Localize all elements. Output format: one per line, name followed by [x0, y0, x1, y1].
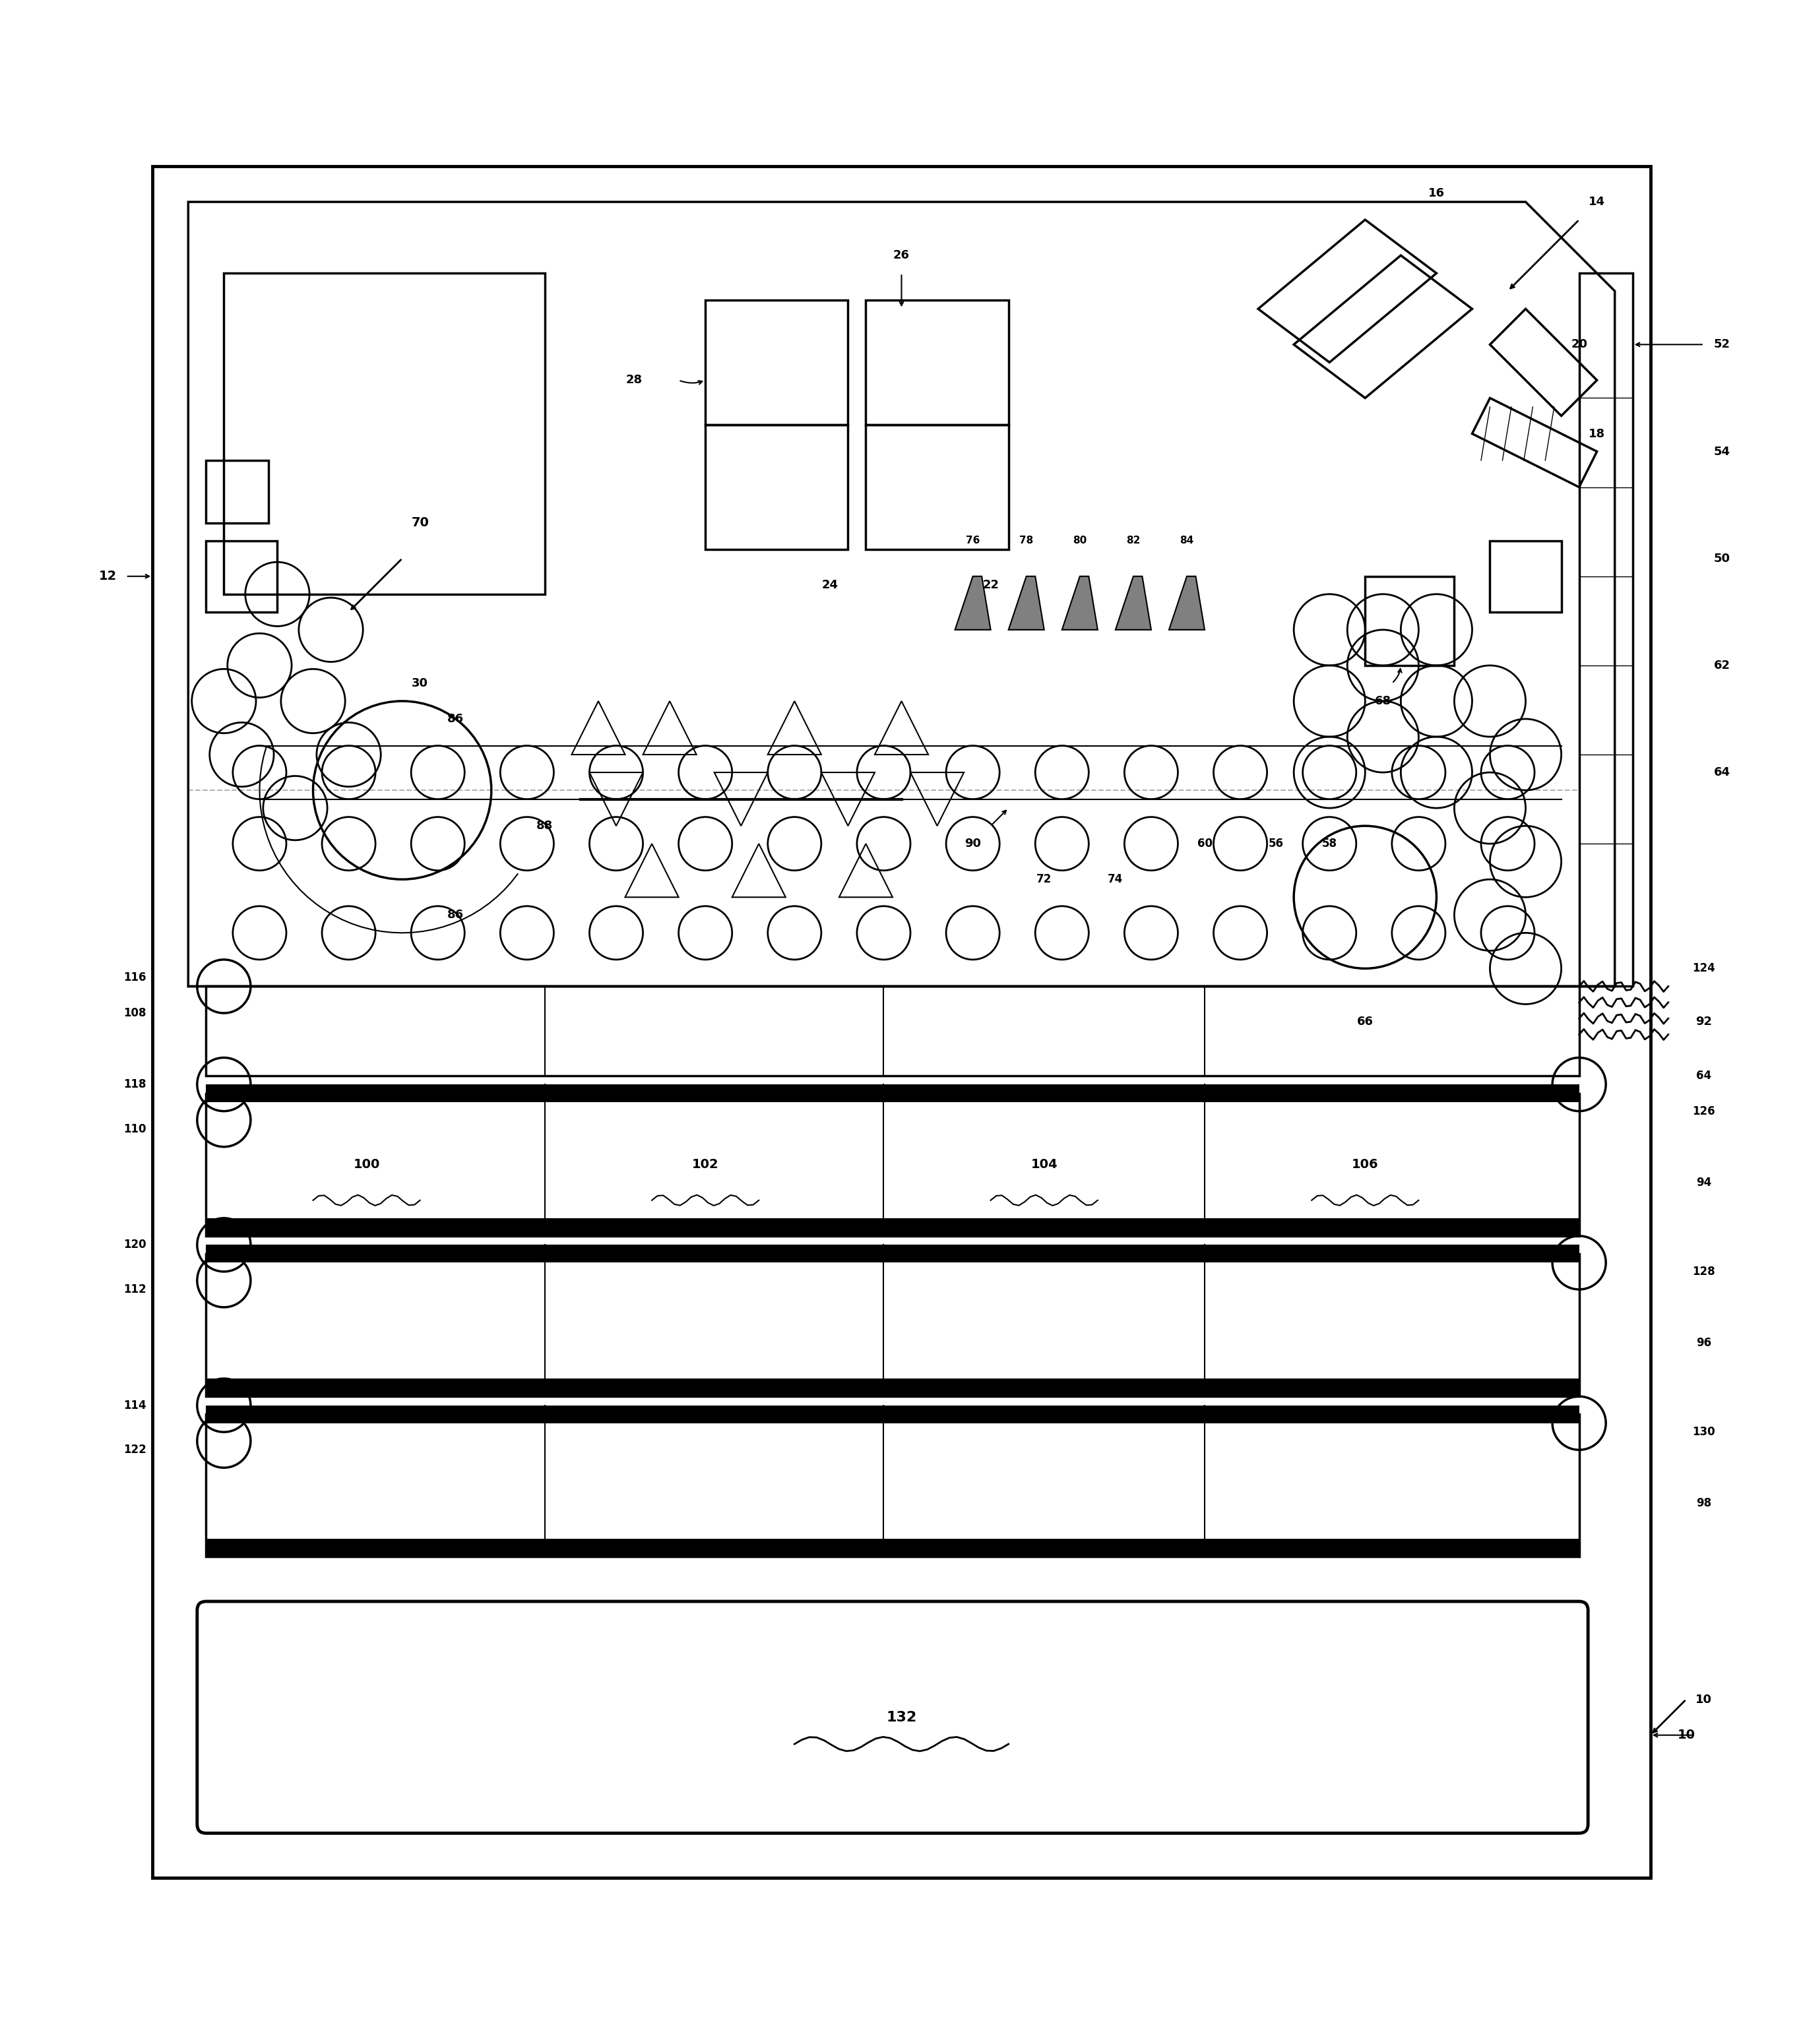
Text: 68: 68 [1374, 695, 1392, 707]
Bar [224, 274, 545, 595]
Text: 98: 98 [1697, 1498, 1711, 1508]
Bar [1579, 274, 1632, 987]
Text: 14: 14 [1588, 196, 1605, 208]
Text: 70: 70 [411, 517, 429, 529]
Text: 126: 126 [1693, 1106, 1715, 1118]
Bar [1365, 576, 1455, 666]
Text: 26: 26 [892, 249, 911, 262]
Text: 108: 108 [123, 1008, 146, 1020]
Text: 120: 120 [123, 1239, 146, 1251]
Text: 22: 22 [983, 578, 999, 591]
Text: 54: 54 [1713, 446, 1731, 458]
Text: 64: 64 [1713, 766, 1731, 779]
Bar [865, 425, 1008, 550]
Text: 10: 10 [1677, 1729, 1695, 1741]
Text: 20: 20 [1570, 339, 1587, 350]
Bar [1489, 542, 1561, 611]
Text: 72: 72 [1037, 873, 1051, 885]
Text: 130: 130 [1693, 1427, 1715, 1439]
Text: 78: 78 [1019, 536, 1033, 546]
Bar [206, 1253, 1579, 1396]
Text: 110: 110 [123, 1122, 146, 1134]
Text: 16: 16 [1428, 188, 1444, 198]
Text: 90: 90 [965, 838, 981, 850]
Text: 86: 86 [447, 713, 463, 726]
Bar [206, 1245, 1579, 1263]
Text: 56: 56 [1268, 838, 1284, 850]
Text: 62: 62 [1713, 660, 1731, 670]
Text: 86: 86 [447, 910, 463, 922]
Bar [206, 987, 1579, 1075]
Text: 64: 64 [1697, 1069, 1711, 1081]
Text: 58: 58 [1322, 838, 1338, 850]
Bar [206, 460, 269, 523]
Text: 28: 28 [626, 374, 642, 386]
Text: 132: 132 [887, 1711, 916, 1723]
Text: 104: 104 [1031, 1159, 1058, 1171]
Text: 80: 80 [1073, 536, 1087, 546]
Polygon shape [1116, 576, 1150, 630]
Polygon shape [1062, 576, 1098, 630]
Text: 94: 94 [1697, 1177, 1711, 1188]
Polygon shape [1168, 576, 1204, 630]
Text: 118: 118 [123, 1079, 146, 1089]
Bar [206, 542, 278, 611]
Text: 76: 76 [966, 536, 979, 546]
Text: 114: 114 [123, 1400, 146, 1410]
Text: 92: 92 [1695, 1016, 1713, 1028]
Text: 122: 122 [123, 1443, 146, 1455]
Text: 82: 82 [1127, 536, 1139, 546]
Text: 66: 66 [1358, 1016, 1374, 1028]
Text: 102: 102 [692, 1159, 719, 1171]
Text: 50: 50 [1713, 552, 1731, 564]
Text: 74: 74 [1107, 873, 1123, 885]
Text: 124: 124 [1693, 963, 1715, 975]
Text: 112: 112 [123, 1284, 146, 1296]
Text: 12: 12 [99, 570, 117, 583]
Bar [206, 1094, 1579, 1237]
Text: 100: 100 [353, 1159, 380, 1171]
Text: 10: 10 [1695, 1694, 1713, 1705]
Text: 24: 24 [822, 578, 838, 591]
Polygon shape [956, 576, 990, 630]
Text: 106: 106 [1352, 1159, 1379, 1171]
Text: 18: 18 [1588, 427, 1605, 439]
Bar [206, 1539, 1579, 1558]
Bar [206, 1218, 1579, 1237]
Bar [705, 425, 847, 550]
Text: 52: 52 [1713, 339, 1731, 350]
Bar [206, 1406, 1579, 1423]
Text: 88: 88 [537, 820, 554, 832]
Text: 60: 60 [1197, 838, 1212, 850]
Bar [865, 300, 1008, 425]
Text: 128: 128 [1693, 1265, 1715, 1278]
Bar [206, 1085, 1579, 1102]
Bar [705, 300, 847, 425]
Polygon shape [1008, 576, 1044, 630]
Bar [206, 1378, 1579, 1396]
Bar [206, 1414, 1579, 1558]
Text: 30: 30 [411, 677, 429, 689]
Text: 84: 84 [1179, 536, 1194, 546]
Text: 96: 96 [1697, 1337, 1711, 1349]
Text: 116: 116 [123, 971, 146, 983]
